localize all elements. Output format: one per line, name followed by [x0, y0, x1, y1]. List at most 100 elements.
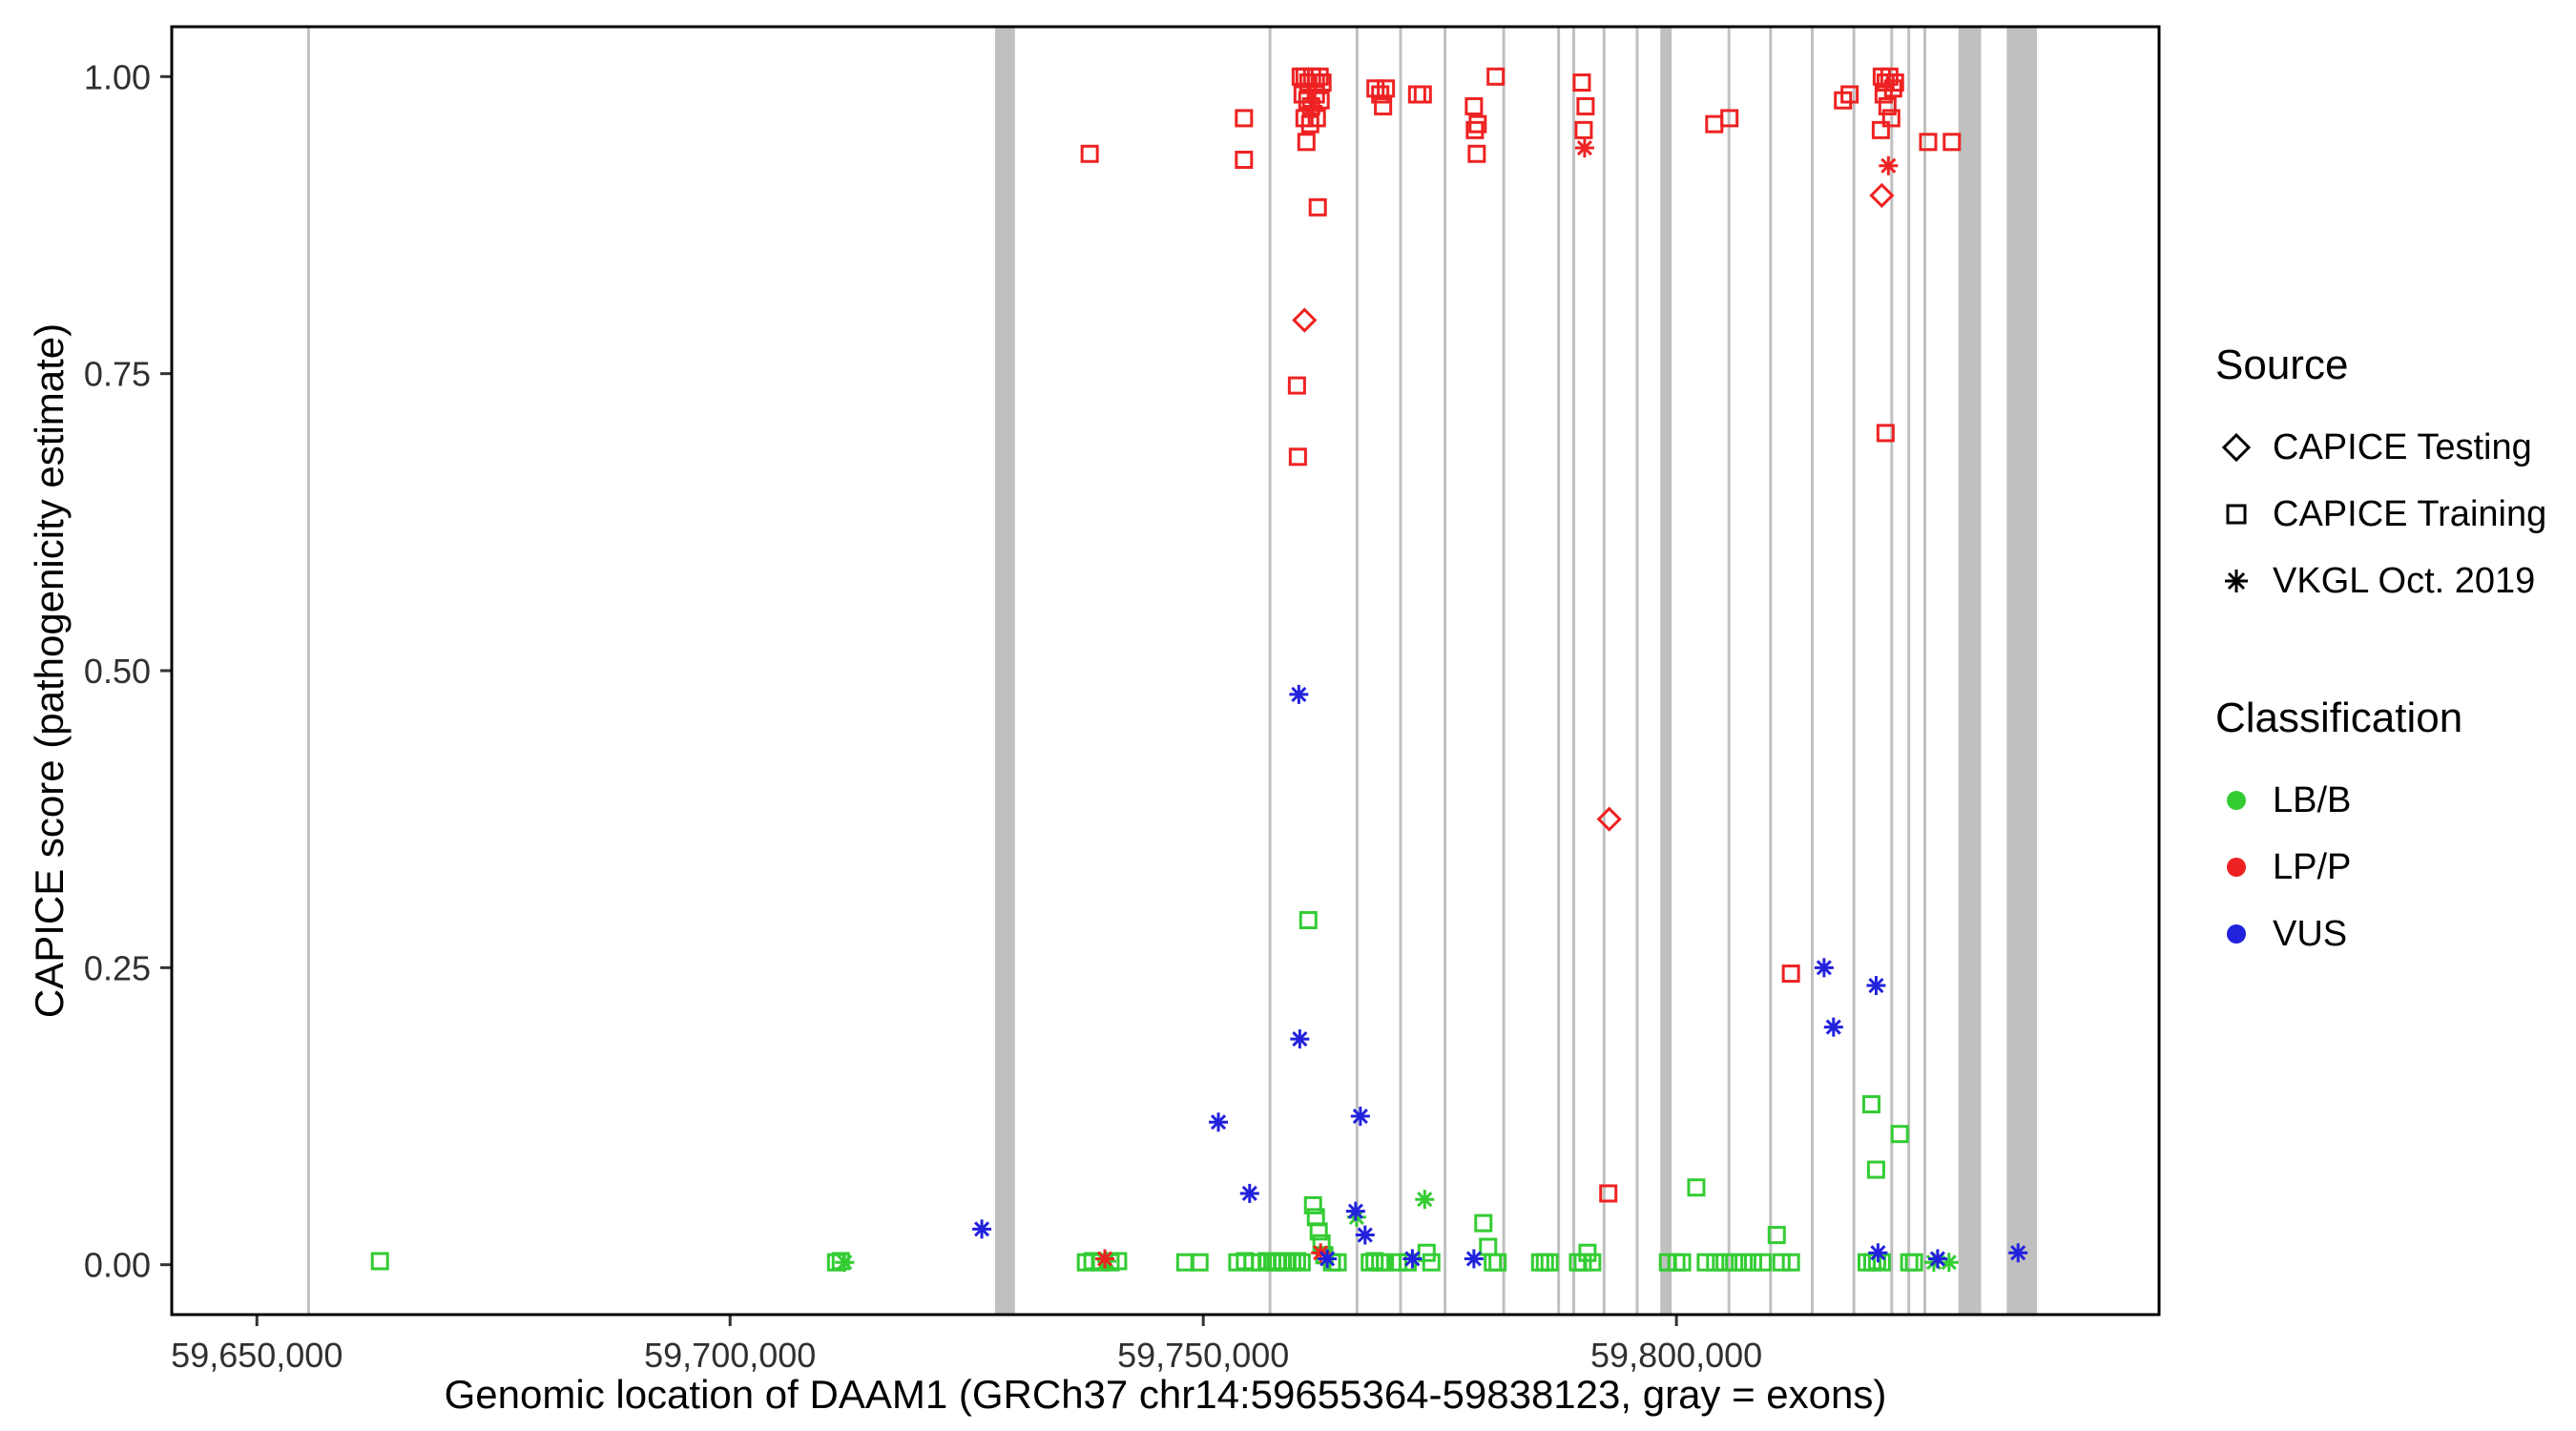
- data-point-square: [1876, 424, 1895, 443]
- data-point-square: [1540, 1253, 1559, 1272]
- data-point-square: [1080, 144, 1099, 163]
- data-point-asterisk: [1350, 1107, 1370, 1127]
- x-axis-title: Genomic location of DAAM1 (GRCh37 chr14:…: [444, 1372, 1887, 1417]
- data-point-square: [1576, 96, 1595, 115]
- data-point-square: [1720, 109, 1739, 128]
- data-point-diamond: [1869, 182, 1895, 208]
- data-point-asterisk: [1927, 1249, 1947, 1269]
- data-point-square: [1309, 1222, 1328, 1241]
- legend-item-label: LB/B: [2273, 779, 2352, 820]
- data-point-diamond: [1292, 307, 1318, 333]
- data-point-square: [1374, 96, 1393, 115]
- data-point-square: [1881, 109, 1901, 128]
- data-point-square: [1572, 73, 1591, 93]
- data-point-asterisk: [1303, 96, 1323, 116]
- legend-item-lpp: LP/P: [2215, 834, 2546, 901]
- data-point-square: [1880, 67, 1899, 86]
- data-point-square: [1725, 1253, 1744, 1272]
- exon-bar: [1635, 27, 1639, 1315]
- data-point-square: [1377, 79, 1396, 98]
- data-point-asterisk: [1866, 976, 1886, 996]
- data-point-square: [1303, 1195, 1322, 1214]
- data-point-square: [1743, 1253, 1762, 1272]
- data-point-asterisk: [1345, 1201, 1365, 1221]
- data-point-square: [1297, 133, 1316, 152]
- y-tick-label: 0.25: [84, 948, 151, 987]
- data-point-asterisk: [1574, 138, 1594, 158]
- exon-bar: [1268, 27, 1272, 1315]
- data-point-square: [1861, 1095, 1880, 1114]
- data-point-square: [1310, 67, 1329, 86]
- legend-item-label: VKGL Oct. 2019: [2273, 560, 2536, 601]
- data-point-square: [1904, 1253, 1923, 1272]
- square-icon: [2226, 504, 2247, 525]
- diamond-icon: [2221, 432, 2252, 463]
- legend-source-title: Source: [2215, 342, 2349, 388]
- data-point-square: [1376, 1253, 1395, 1272]
- data-point-square: [1715, 1253, 1735, 1272]
- legend-group-source: Source CAPICE Testing CAPICE Training: [2215, 342, 2546, 614]
- exon-bar: [1810, 27, 1814, 1315]
- data-point-square: [1735, 1253, 1754, 1272]
- data-point-square: [1407, 85, 1426, 104]
- data-point-square: [1599, 1184, 1618, 1203]
- y-tick-label: 0.75: [84, 355, 151, 394]
- data-point-square: [1753, 1253, 1772, 1272]
- y-tick-label: 0.00: [84, 1246, 151, 1285]
- data-point-asterisk: [972, 1219, 992, 1239]
- data-point-asterisk: [1290, 1029, 1310, 1049]
- exon-bar: [2006, 27, 2038, 1315]
- x-tick-label: 59,750,000: [1117, 1336, 1289, 1375]
- panel-border: [170, 25, 2161, 1317]
- red-dot-icon: [2227, 858, 2246, 877]
- legend-item-vus: VUS: [2215, 901, 2546, 967]
- data-point-square: [1919, 133, 1938, 152]
- exon-bar: [1852, 27, 1856, 1315]
- blue-dot-icon: [2227, 924, 2246, 944]
- data-point-square: [1292, 1253, 1311, 1272]
- data-point-asterisk: [1209, 1112, 1229, 1132]
- data-point-square: [1288, 447, 1307, 467]
- exon-bar: [1769, 27, 1773, 1315]
- y-tick-label: 0.50: [84, 652, 151, 691]
- data-point-square: [1696, 1253, 1715, 1272]
- data-point-square: [1389, 1253, 1408, 1272]
- data-point-asterisk: [2008, 1243, 2028, 1263]
- exon-bar: [1399, 27, 1402, 1315]
- data-point-square: [370, 1252, 389, 1271]
- data-point-asterisk: [1879, 156, 1899, 176]
- legend-item-capice-testing: CAPICE Testing: [2215, 414, 2546, 481]
- exon-bar: [1727, 27, 1731, 1315]
- data-point-square: [1235, 150, 1254, 169]
- data-point-square: [1781, 964, 1800, 984]
- data-point-square: [1772, 1253, 1791, 1272]
- data-point-square: [1871, 120, 1890, 139]
- legend-group-classification: Classification LB/B LP/P VUS: [2215, 695, 2546, 967]
- y-axis-title: CAPICE score (pathogenicity estimate): [27, 322, 72, 1019]
- data-point-square: [1890, 1125, 1909, 1144]
- exon-bar: [1660, 27, 1672, 1315]
- data-point-asterisk: [1355, 1225, 1375, 1245]
- data-point-square: [1883, 79, 1902, 98]
- data-point-asterisk: [1095, 1249, 1115, 1269]
- data-point-asterisk: [1239, 1183, 1259, 1203]
- data-point-square: [1468, 114, 1487, 134]
- data-point-asterisk: [1868, 1243, 1888, 1263]
- data-point-square: [1371, 85, 1390, 104]
- exon-bar: [1907, 27, 1911, 1315]
- data-point-square: [1295, 109, 1314, 128]
- data-point-square: [1235, 109, 1254, 128]
- exon-bar: [1958, 27, 1982, 1315]
- data-point-square: [1781, 1253, 1800, 1272]
- data-point-asterisk: [1289, 684, 1309, 704]
- data-point-square: [1465, 120, 1485, 139]
- data-point-square: [1705, 114, 1724, 134]
- data-point-square: [1479, 1237, 1498, 1256]
- legend-item-label: CAPICE Testing: [2273, 426, 2532, 467]
- data-point-square: [1467, 144, 1486, 163]
- data-point-asterisk: [1823, 1017, 1843, 1037]
- legend-item-vkgl: VKGL Oct. 2019: [2215, 548, 2546, 614]
- data-point-square: [1484, 1253, 1503, 1272]
